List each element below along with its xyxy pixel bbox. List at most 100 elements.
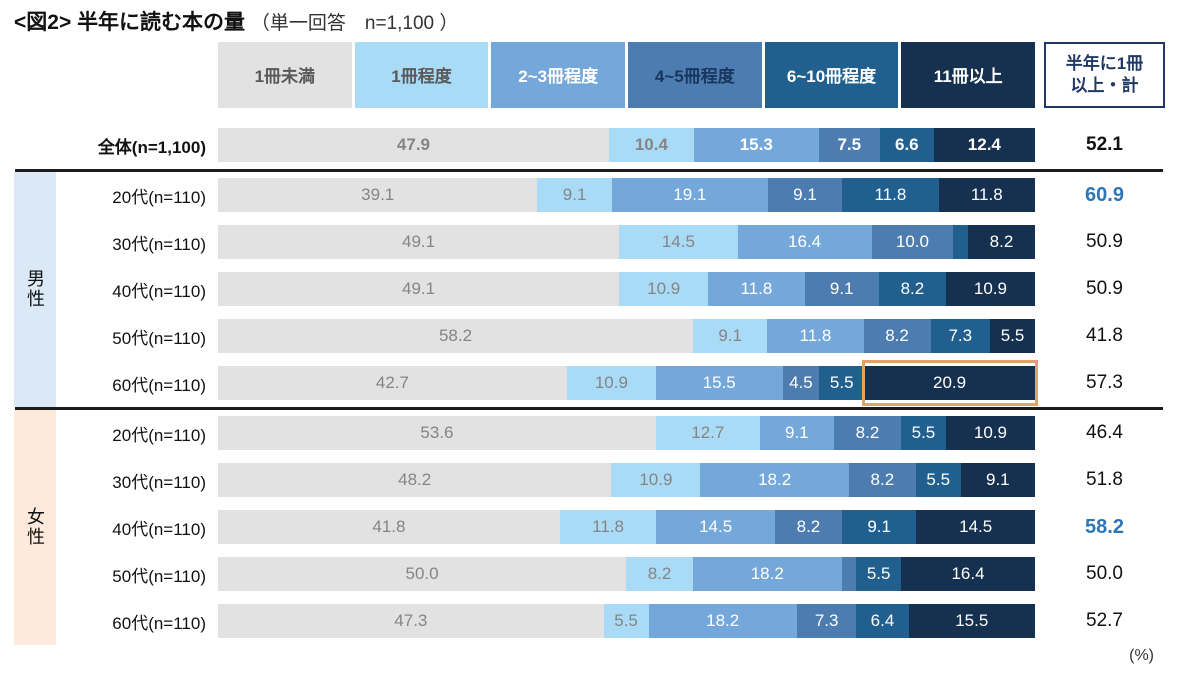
segment-value: 14.5 (661, 232, 695, 252)
chart-title-main: 半年に読む本の量 (77, 11, 246, 34)
bar-segment-1冊未満: 47.3 (218, 604, 604, 639)
stacked-bar: 50.0 8.2 18.2 5.5 16.4 (218, 557, 1035, 592)
row-total: 52.1 (1086, 134, 1123, 156)
bar-segment-2~3冊程度: 19.1 (611, 178, 768, 213)
segment-value: 14.5 (699, 517, 733, 537)
row-total: 50.9 (1086, 231, 1123, 253)
legend-cell-0: 1冊未満 (218, 41, 355, 108)
segment-value: 9.1 (718, 326, 742, 346)
group-strip-female: 女性 (14, 409, 56, 645)
legend-cell-2: 2~3冊程度 (491, 41, 629, 108)
bar-segment-4~5冊程度: 8.2 (848, 463, 916, 498)
segment-value: 19.1 (673, 185, 707, 205)
segment-value: 5.5 (926, 470, 951, 490)
legend-cell-4: 6~10冊程度 (764, 41, 902, 108)
segment-value: 7.3 (814, 611, 839, 631)
segment-value: 10.4 (634, 135, 668, 155)
segment-value: 4.5 (789, 373, 813, 393)
bar-segment-4~5冊程度: 8.2 (774, 510, 842, 545)
bar-segment-4~5冊程度 (841, 557, 857, 592)
segment-value: 8.2 (647, 564, 672, 584)
bar-segment-11冊以上: 14.5 (916, 510, 1035, 545)
bar-segment-4~5冊程度: 4.5 (782, 366, 820, 401)
total-header-line2: 以上・計 (1070, 75, 1139, 95)
segment-value: 41.8 (372, 517, 406, 537)
segment-value: 8.2 (885, 326, 909, 346)
total-header-line1: 半年に1冊 (1065, 53, 1144, 73)
segment-value: 47.9 (396, 135, 431, 155)
bar-segment-6~10冊程度: 7.3 (930, 319, 991, 354)
segment-value: 9.1 (562, 185, 587, 205)
segment-value: 8.2 (796, 517, 821, 537)
stacked-bar: 39.1 9.1 19.1 9.1 11.8 11.8 (218, 178, 1035, 213)
segment-value: 8.2 (855, 423, 880, 443)
bar-segment-1冊程度: 10.9 (619, 272, 709, 307)
stacked-bar: 47.9 10.4 15.3 7.5 6.6 12.4 (218, 128, 1035, 163)
legend-cell-5: 11冊以上 (901, 41, 1036, 108)
table-row: 60代(n=110) 47.3 5.5 18.2 7.3 6.4 15.5 52.7 (56, 598, 1200, 645)
bar-segment-11冊以上: 16.4 (901, 557, 1035, 592)
row-label: 60代(n=110) (112, 375, 206, 395)
segment-value: 53.6 (420, 423, 454, 443)
segment-value: 20.9 (933, 373, 967, 393)
bar-segment-1冊未満: 41.8 (218, 510, 560, 545)
segment-value: 8.2 (989, 232, 1014, 252)
row-label: 40代(n=110) (112, 519, 206, 539)
segment-value: 9.1 (785, 423, 809, 443)
total-column-header: 半年に1冊 以上・計 (1044, 41, 1165, 108)
row-label: 60代(n=110) (112, 613, 206, 633)
segment-value: 6.4 (870, 611, 895, 631)
bar-segment-4~5冊程度: 10.0 (871, 225, 954, 260)
row-total: 50.0 (1086, 563, 1123, 585)
bar-segment-1冊程度: 14.5 (619, 225, 738, 260)
segment-value: 18.2 (758, 470, 792, 490)
row-label: 20代(n=110) (112, 187, 206, 207)
legend-cell-1: 1冊程度 (354, 41, 492, 108)
row-label: 30代(n=110) (112, 234, 206, 254)
row-label: 全体(n=1,100) (97, 137, 206, 157)
legend-category-cells: 1冊未満 1冊程度 2~3冊程度 4~5冊程度 6~10冊程度 11冊以上 (218, 41, 1036, 108)
segment-value: 7.5 (837, 135, 862, 155)
bar-segment-1冊未満: 42.7 (218, 366, 567, 401)
bar-segment-1冊未満: 39.1 (218, 178, 538, 213)
stacked-bar: 53.6 12.7 9.1 8.2 5.5 10.9 (218, 416, 1035, 451)
bar-segment-1冊程度: 9.1 (537, 178, 612, 213)
segment-value: 11.8 (592, 517, 624, 537)
segment-value: 16.4 (951, 564, 985, 584)
bar-segment-2~3冊程度: 14.5 (656, 510, 775, 545)
table-row: 40代(n=110) 41.8 11.8 14.5 8.2 9.1 14.5 58.2 (56, 504, 1200, 551)
segment-value: 10.9 (647, 279, 681, 299)
figure2-page: <図2> 半年に読む本の量 （単一回答 n=1,100 ） 1冊未満 1冊程度 2~… (0, 10, 1200, 692)
bar-segment-6~10冊程度: 8.2 (878, 272, 946, 307)
row-total: 58.2 (1085, 515, 1124, 538)
bar-segment-11冊以上: 9.1 (960, 463, 1035, 498)
bar-segment-1冊未満: 49.1 (218, 225, 620, 260)
segment-value: 18.2 (750, 564, 784, 584)
percent-unit-label: (%) (1129, 646, 1154, 664)
bar-segment-2~3冊程度: 18.2 (700, 463, 849, 498)
segment-value: 12.7 (691, 423, 725, 443)
segment-value: 11.8 (874, 185, 907, 205)
bar-segment-4~5冊程度: 7.3 (796, 604, 857, 639)
row-label: 20代(n=110) (112, 425, 206, 445)
table-row: 40代(n=110) 49.1 10.9 11.8 9.1 8.2 10.9 50.9 (56, 266, 1200, 313)
row-total: 52.7 (1086, 610, 1123, 632)
segment-value: 7.3 (948, 326, 973, 346)
segment-value: 9.1 (985, 470, 1010, 490)
row-label: 40代(n=110) (112, 281, 206, 301)
bar-segment-1冊未満: 53.6 (218, 416, 656, 451)
row-label: 30代(n=110) (112, 472, 206, 492)
table-row: 20代(n=110) 39.1 9.1 19.1 9.1 11.8 11.8 60.9 (56, 172, 1200, 219)
bar-segment-2~3冊程度: 11.8 (708, 272, 805, 307)
bar-segment-6~10冊程度: 5.5 (819, 366, 865, 401)
chart-title-subtitle: （単一回答 n=1,100 ） (250, 13, 459, 34)
segment-value: 6.6 (895, 135, 919, 155)
bar-segment-1冊程度: 11.8 (559, 510, 657, 545)
segment-value: 9.1 (867, 517, 891, 537)
segment-value: 39.1 (361, 185, 395, 205)
row-total: 57.3 (1086, 372, 1123, 394)
bar-segment-6~10冊程度: 9.1 (841, 510, 917, 545)
chart-title: <図2> 半年に読む本の量 （単一回答 n=1,100 ） (14, 10, 1200, 36)
bar-segment-1冊未満: 48.2 (218, 463, 612, 498)
table-row: 50代(n=110) 50.0 8.2 18.2 5.5 16.4 50.0 (56, 551, 1200, 598)
